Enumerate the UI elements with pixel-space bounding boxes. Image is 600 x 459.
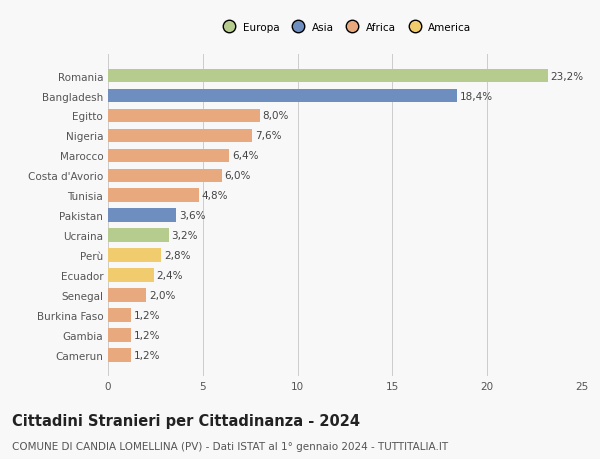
Bar — [108, 289, 146, 302]
Text: 7,6%: 7,6% — [255, 131, 281, 141]
Text: 6,4%: 6,4% — [232, 151, 259, 161]
Text: 23,2%: 23,2% — [551, 72, 584, 81]
Bar — [108, 90, 457, 103]
Text: 1,2%: 1,2% — [134, 350, 160, 360]
Text: 8,0%: 8,0% — [263, 111, 289, 121]
Bar — [108, 308, 131, 322]
Text: 18,4%: 18,4% — [460, 91, 493, 101]
Bar — [108, 169, 222, 183]
Bar — [108, 189, 199, 202]
Bar — [108, 70, 548, 83]
Bar — [108, 269, 154, 282]
Text: 6,0%: 6,0% — [224, 171, 251, 181]
Bar — [108, 149, 229, 163]
Bar — [108, 249, 161, 262]
Text: 4,8%: 4,8% — [202, 191, 229, 201]
Text: 1,2%: 1,2% — [134, 310, 160, 320]
Bar — [108, 229, 169, 242]
Bar — [108, 110, 260, 123]
Text: COMUNE DI CANDIA LOMELLINA (PV) - Dati ISTAT al 1° gennaio 2024 - TUTTITALIA.IT: COMUNE DI CANDIA LOMELLINA (PV) - Dati I… — [12, 441, 448, 451]
Text: 2,4%: 2,4% — [157, 270, 183, 280]
Bar — [108, 328, 131, 342]
Text: 3,6%: 3,6% — [179, 211, 206, 221]
Bar — [108, 348, 131, 362]
Bar — [108, 209, 176, 223]
Text: 2,8%: 2,8% — [164, 251, 190, 261]
Text: 2,0%: 2,0% — [149, 291, 175, 300]
Text: Cittadini Stranieri per Cittadinanza - 2024: Cittadini Stranieri per Cittadinanza - 2… — [12, 413, 360, 428]
Bar — [108, 129, 252, 143]
Text: 1,2%: 1,2% — [134, 330, 160, 340]
Text: 3,2%: 3,2% — [172, 230, 198, 241]
Legend: Europa, Asia, Africa, America: Europa, Asia, Africa, America — [215, 18, 475, 37]
